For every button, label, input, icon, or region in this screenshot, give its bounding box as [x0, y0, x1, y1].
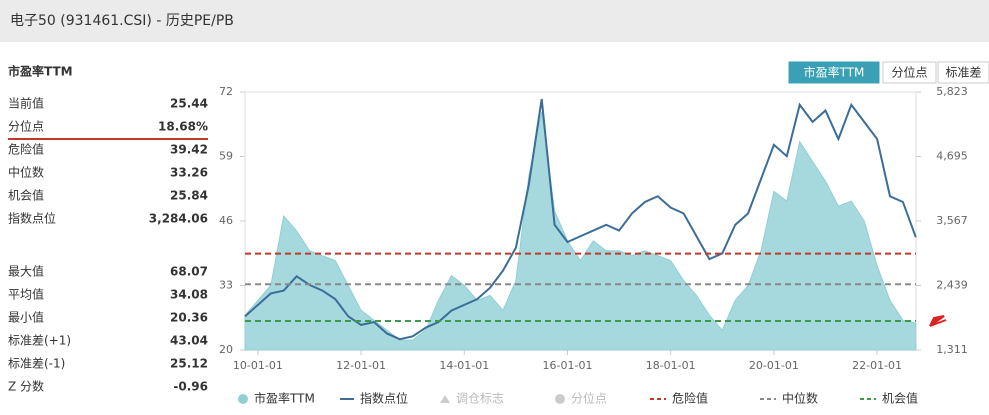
x-tick-label: 10-01-01 — [233, 359, 283, 372]
stat-label: 标准差(-1) — [8, 357, 65, 371]
legend-label[interactable]: 调仓标志 — [456, 392, 504, 406]
pe-area — [244, 111, 917, 351]
stat-value: 33.26 — [170, 166, 208, 180]
header-title: 电子50 (931461.CSI) - 历史PE/PB — [10, 13, 234, 29]
y-tick-label: 33 — [219, 279, 233, 292]
legend-label[interactable]: 市盈率TTM — [254, 391, 315, 406]
x-tick-label: 22-01-01 — [852, 359, 902, 372]
tab[interactable] — [937, 61, 989, 84]
stat-value: 68.07 — [170, 265, 208, 279]
x-tick-label: 16-01-01 — [543, 359, 593, 372]
tab[interactable] — [882, 61, 937, 84]
x-tick-label: 12-01-01 — [336, 359, 386, 372]
x-tick-label: 18-01-01 — [646, 359, 696, 372]
header-bar — [0, 0, 989, 42]
y-tick-label: 20 — [219, 343, 233, 356]
stat-label: 指数点位 — [8, 211, 56, 226]
y-tick-label: 59 — [219, 150, 233, 163]
stat-label: 机会值 — [8, 188, 44, 203]
stat-value: 34.08 — [170, 288, 208, 302]
x-tick-label: 14-01-01 — [439, 359, 489, 372]
stat-label: 最小值 — [8, 310, 44, 325]
y-tick-label: 46 — [219, 214, 233, 227]
y-tick-label: 72 — [219, 85, 233, 98]
stat-label: 危险值 — [8, 142, 44, 157]
stat-label: Z 分数 — [8, 379, 44, 394]
legend-swatch — [440, 395, 450, 403]
stat-label: 中位数 — [8, 165, 44, 180]
legend-label[interactable]: 分位点 — [571, 391, 607, 406]
y2-tick-label: 4,695 — [936, 150, 968, 163]
stat-value: 25.44 — [170, 97, 208, 111]
tab[interactable] — [788, 61, 880, 84]
stat-value: 43.04 — [170, 334, 208, 348]
stat-value: -0.96 — [173, 380, 208, 394]
panel-heading: 市盈率TTM — [8, 64, 73, 79]
stat-value: 18.68% — [158, 120, 208, 134]
stat-label: 平均值 — [8, 287, 44, 302]
legend-swatch — [238, 394, 248, 404]
stat-value: 3,284.06 — [149, 212, 208, 226]
stat-value: 25.12 — [170, 357, 208, 371]
stat-value: 39.42 — [170, 143, 208, 157]
stat-label: 当前值 — [8, 96, 44, 111]
y2-tick-label: 1,311 — [936, 343, 968, 356]
pointer-arrow — [929, 315, 947, 327]
x-tick-label: 20-01-01 — [749, 359, 799, 372]
y2-tick-label: 5,823 — [936, 85, 968, 98]
y2-tick-label: 3,567 — [936, 214, 968, 227]
tab-label[interactable]: 市盈率TTM — [804, 65, 865, 80]
stat-value: 20.36 — [170, 311, 208, 325]
stat-value: 25.84 — [170, 189, 208, 203]
tab-label[interactable]: 分位点 — [891, 65, 927, 80]
legend-label[interactable]: 危险值 — [672, 391, 708, 406]
stat-label: 标准差(+1) — [8, 334, 71, 348]
stat-label: 分位点 — [8, 119, 44, 134]
index-line — [244, 98, 917, 341]
legend-label[interactable]: 指数点位 — [360, 391, 408, 406]
legend-label[interactable]: 机会值 — [882, 391, 918, 406]
y2-tick-label: 2,439 — [936, 279, 968, 292]
tab-label[interactable]: 标准差 — [945, 66, 981, 80]
legend-swatch — [555, 394, 565, 404]
stat-label: 最大值 — [8, 264, 44, 279]
legend-label[interactable]: 中位数 — [782, 391, 818, 406]
